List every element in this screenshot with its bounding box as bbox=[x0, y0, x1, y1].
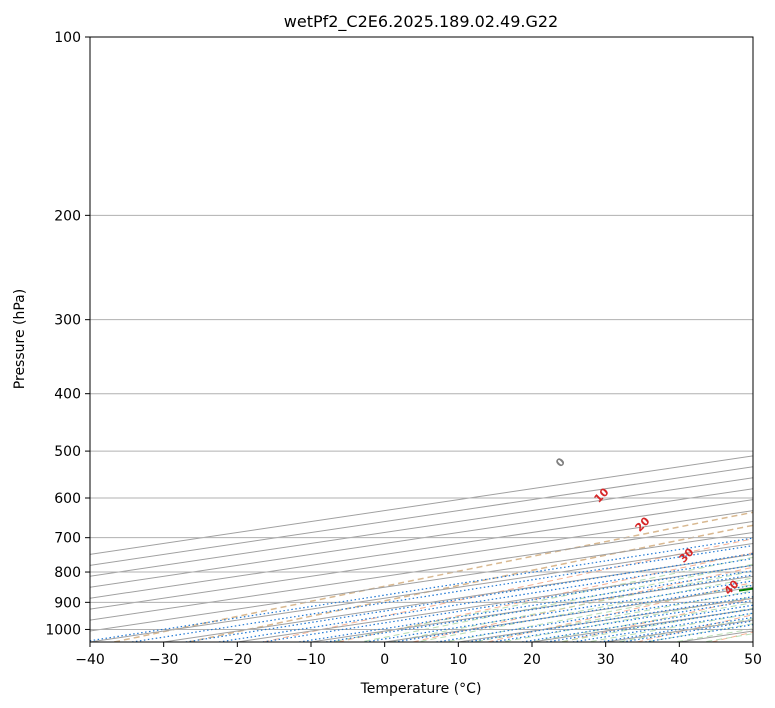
isotherm-line bbox=[90, 477, 753, 577]
x-axis-label: Temperature (°C) bbox=[360, 681, 482, 697]
isotherm-line bbox=[90, 466, 753, 566]
y-tick-label: 200 bbox=[54, 208, 81, 224]
isotherm-line bbox=[90, 521, 753, 621]
mixing-ratio-line bbox=[185, 553, 753, 642]
x-tick-label: 0 bbox=[380, 652, 389, 668]
isotherm-line bbox=[90, 488, 753, 588]
mixing-ratio-line bbox=[599, 616, 753, 642]
chart-title: wetPf2_C2E6.2025.189.02.49.G22 bbox=[284, 12, 558, 32]
y-tick-label: 900 bbox=[54, 595, 81, 611]
x-tick-label: 40 bbox=[670, 652, 688, 668]
mixing-ratio-line bbox=[546, 608, 753, 642]
moist-adiabat-line bbox=[329, 556, 753, 642]
dry-adiabat-line bbox=[263, 538, 753, 642]
y-axis: 100 200 300 400 500 600 700 800 900 1000 bbox=[45, 30, 90, 638]
x-tick-label: 20 bbox=[523, 652, 541, 668]
y-tick-label: 300 bbox=[54, 313, 81, 329]
dry-adiabat-line bbox=[487, 581, 753, 642]
isotherm-line bbox=[90, 455, 753, 555]
y-tick-label: 600 bbox=[54, 491, 81, 507]
isotherm-line bbox=[90, 510, 753, 610]
dry-adiabat-line bbox=[412, 566, 753, 642]
isotherm-line bbox=[90, 499, 753, 599]
dry-adiabats bbox=[113, 511, 753, 642]
y-axis-label: Pressure (hPa) bbox=[12, 289, 28, 389]
x-axis: −40 −30 −20 −10 0 10 20 30 40 50 bbox=[75, 642, 762, 668]
mixing-ratio-line bbox=[572, 612, 753, 642]
isotherms bbox=[90, 455, 753, 642]
x-tick-label: 50 bbox=[744, 652, 762, 668]
y-tick-label: 1000 bbox=[45, 622, 81, 638]
x-tick-label: −40 bbox=[75, 652, 105, 668]
isotherm-line bbox=[90, 531, 753, 632]
x-tick-label: 30 bbox=[597, 652, 615, 668]
x-tick-label: 10 bbox=[449, 652, 467, 668]
plot-area: 0.10.20.40.611.52346810131620253036-100-… bbox=[90, 37, 753, 642]
y-tick-label: 500 bbox=[54, 444, 81, 460]
mixing-ratio-line bbox=[218, 558, 753, 642]
y-tick-label: 100 bbox=[54, 30, 81, 46]
pressure-gridlines bbox=[90, 37, 753, 630]
y-tick-label: 700 bbox=[54, 531, 81, 547]
moist-adiabat-line bbox=[527, 602, 753, 642]
x-tick-label: −20 bbox=[223, 652, 253, 668]
mixing-ratio-line bbox=[522, 604, 753, 642]
plot-frame bbox=[89, 36, 754, 643]
mixing-ratio-lines bbox=[90, 537, 753, 642]
mixing-ratio-line bbox=[131, 544, 753, 642]
y-tick-label: 400 bbox=[54, 387, 81, 403]
x-tick-label: −10 bbox=[296, 652, 326, 668]
dry-adiabat-line bbox=[188, 524, 753, 642]
x-tick-label: −30 bbox=[149, 652, 179, 668]
y-tick-label: 800 bbox=[54, 565, 81, 581]
